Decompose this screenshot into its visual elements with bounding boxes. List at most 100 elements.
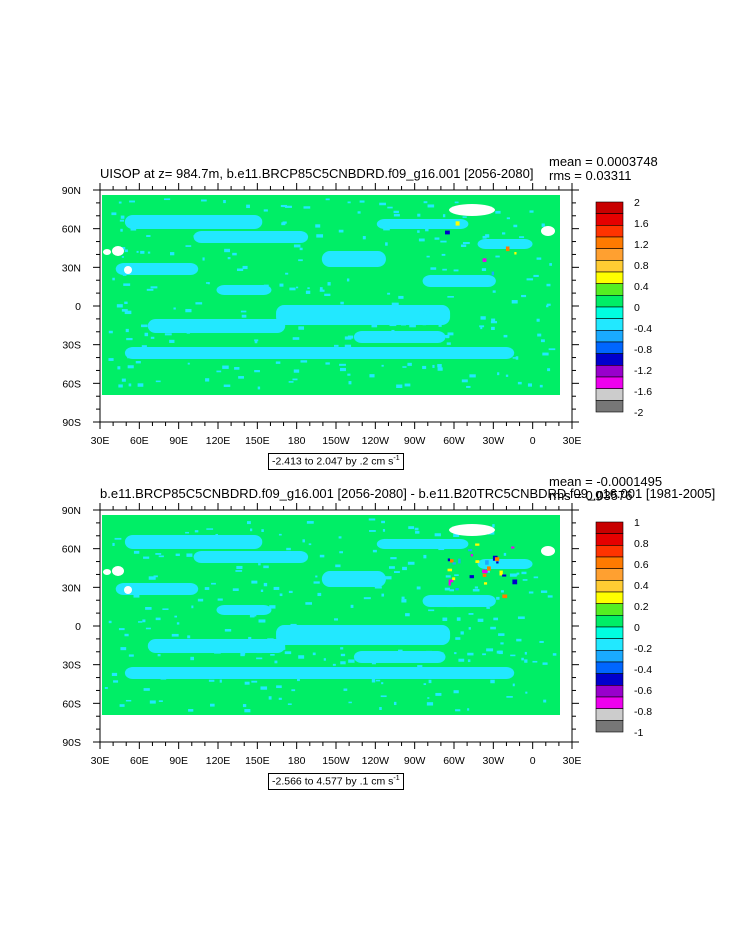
anomaly-speck [546,305,549,308]
anomaly-speck [305,290,311,294]
colorbar-label: -0.6 [634,685,652,697]
x-tick-label: 120W [362,435,390,447]
anomaly-speck [371,678,376,683]
y-tick-label: 60N [62,224,81,236]
anomaly-speck [141,345,147,349]
anomaly-speck [193,235,196,238]
anomaly-speck [237,232,243,236]
anomaly-spot [475,560,480,563]
anomaly-speck [296,286,299,289]
anomaly-speck [126,337,133,341]
anomaly-speck [454,201,459,204]
anomaly-patch [147,639,286,653]
anomaly-speck [347,335,354,339]
anomaly-speck [263,582,268,587]
anomaly-speck [240,652,245,657]
anomaly-speck [133,594,140,598]
anomaly-speck [116,304,123,308]
y-tick-label: 30S [62,340,81,352]
anomaly-speck [500,642,504,645]
anomaly-speck [288,590,293,594]
anomaly-speck [219,679,222,683]
anomaly-speck [368,347,373,350]
anomaly-speck [184,222,191,225]
anomaly-speck [527,383,532,387]
anomaly-speck [302,539,305,543]
map-field-2 [100,510,572,742]
anomaly-speck [509,573,517,577]
anomaly-speck [432,364,435,368]
anomaly-speck [297,678,300,682]
anomaly-speck [344,344,352,348]
anomaly-speck [517,616,525,619]
anomaly-speck [155,617,161,621]
anomaly-speck [343,253,350,257]
anomaly-speck [108,330,113,334]
anomaly-speck [121,256,124,258]
anomaly-speck [498,633,505,636]
colorbar-swatch [595,306,624,319]
anomaly-speck [135,361,141,364]
anomaly-speck [236,642,243,644]
anomaly-speck [127,356,131,359]
anomaly-patch [376,219,469,229]
x-tick-label: 180 [288,435,306,447]
anomaly-patch [353,651,446,663]
anomaly-speck [453,690,459,694]
anomaly-speck [261,529,264,532]
anomaly-speck [133,550,140,554]
anomaly-speck [252,613,257,617]
anomaly-speck [495,255,500,258]
anomaly-speck [301,630,307,634]
anomaly-patch [321,571,386,587]
anomaly-speck [446,342,451,345]
colorbar-swatch [595,626,624,639]
anomaly-speck [398,295,404,299]
anomaly-spot [448,579,454,583]
anomaly-speck [248,636,252,640]
anomaly-speck [542,662,548,665]
anomaly-speck [127,365,134,369]
anomaly-speck [350,604,354,608]
anomaly-speck [521,657,524,661]
anomaly-speck [179,216,186,218]
anomaly-speck [454,574,459,576]
anomaly-speck [510,654,516,657]
anomaly-speck [383,228,390,231]
anomaly-spot [496,561,499,564]
anomaly-speck [226,558,230,563]
anomaly-spot [468,549,473,552]
anomaly-speck [455,709,461,712]
anomaly-speck [155,553,162,555]
anomaly-speck [404,383,411,387]
anomaly-speck [298,259,303,262]
anomaly-speck [492,524,495,528]
anomaly-speck [427,204,435,208]
anomaly-speck [258,619,266,623]
anomaly-patch [477,239,533,249]
contour-range-label-2: -2.566 to 4.577 by .1 cm s-1 [268,773,404,790]
anomaly-speck [449,589,455,592]
anomaly-speck [143,556,150,559]
anomaly-speck [384,576,392,580]
anomaly-speck [381,364,384,367]
anomaly-speck [226,218,233,222]
colorbar-swatch [595,720,624,733]
anomaly-speck [393,701,397,706]
anomaly-speck [145,627,151,630]
anomaly-speck [254,340,258,344]
anomaly-speck [274,660,278,664]
anomaly-speck [242,330,247,333]
anomaly-speck [155,380,161,383]
anomaly-speck [482,235,487,239]
anomaly-speck [325,198,330,201]
anomaly-speck [526,278,534,281]
anomaly-speck [325,362,330,365]
anomaly-speck [208,679,215,682]
anomaly-speck [157,224,162,227]
anomaly-speck [427,697,430,699]
anomaly-speck [276,685,282,689]
colorbar-label: 1.2 [634,239,649,251]
y-tick-label: 60S [62,698,81,710]
y-tick-label: 90N [62,185,81,197]
